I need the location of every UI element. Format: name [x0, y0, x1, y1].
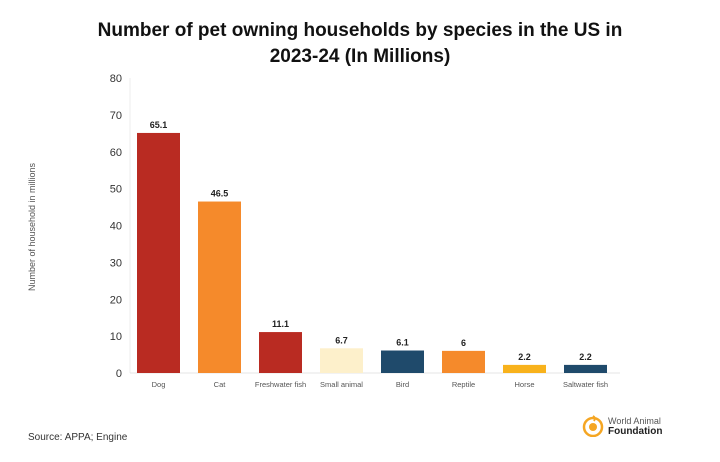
x-tick-label: Cat	[214, 380, 227, 389]
data-label: 2.2	[518, 352, 531, 362]
x-tick-label: Reptile	[452, 380, 475, 389]
bar-dog	[137, 132, 180, 373]
y-tick-label: 40	[110, 221, 122, 233]
y-tick-label: 60	[110, 147, 122, 159]
bar-reptile	[442, 350, 485, 373]
logo-line-1: World Animal	[608, 415, 661, 426]
y-tick-label: 10	[110, 331, 122, 343]
logo-line-2: Foundation	[608, 425, 663, 437]
x-tick-label: Dog	[152, 380, 166, 389]
world-animal-foundation-logo: World Animal Foundation	[582, 415, 662, 437]
chart-title-line-1: Number of pet owning households by speci…	[97, 20, 623, 41]
y-tick-label: 70	[110, 110, 122, 122]
x-tick-label: Small animal	[320, 380, 363, 389]
source-note: Source: APPA; Engine	[28, 432, 128, 443]
data-label: 6.7	[335, 335, 348, 345]
paw-logo-icon	[582, 415, 604, 437]
chart-title-line-2: 2023-24 (In Millions)	[269, 46, 451, 67]
data-label: 11.1	[272, 319, 289, 329]
data-label: 6.1	[396, 338, 409, 348]
y-tick-label: 80	[110, 73, 122, 85]
y-tick-label: 30	[110, 257, 122, 269]
x-tick-label: Saltwater fish	[563, 380, 608, 389]
data-label: 2.2	[579, 352, 592, 362]
data-label: 65.1	[150, 120, 168, 130]
data-label: 46.5	[211, 189, 229, 199]
x-tick-label: Freshwater fish	[255, 380, 306, 389]
data-label: 6	[461, 338, 466, 348]
bar-cat	[198, 201, 241, 373]
bar-saltwater-fish	[564, 364, 607, 373]
x-tick-label: Horse	[514, 380, 534, 389]
bar-horse	[503, 364, 546, 373]
y-tick-label: 0	[116, 368, 122, 380]
bar-bird	[381, 350, 424, 373]
y-tick-label: 20	[110, 294, 122, 306]
chart-title: Number of pet owning households by speci…	[0, 18, 720, 70]
x-tick-label: Bird	[396, 380, 409, 389]
bar-freshwater-fish	[259, 332, 302, 373]
y-tick-label: 50	[110, 184, 122, 196]
bar-small-animal	[320, 348, 363, 373]
